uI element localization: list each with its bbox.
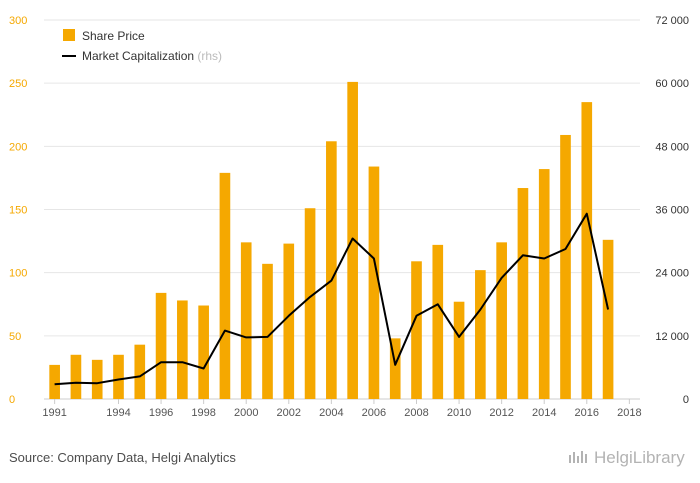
y-right-tick-label: 12 000 bbox=[655, 331, 689, 343]
legend-label-market-cap: Market Capitalization (rhs) bbox=[82, 49, 222, 63]
library-logo-icon bbox=[569, 451, 587, 463]
share-price-bar bbox=[389, 338, 401, 399]
share-price-bar bbox=[517, 188, 529, 399]
share-price-bar bbox=[326, 141, 337, 399]
y-right-tick-label: 0 bbox=[683, 394, 689, 406]
x-tick-label: 2004 bbox=[319, 407, 343, 419]
x-tick-label: 2010 bbox=[447, 407, 471, 419]
share-price-bar bbox=[581, 102, 593, 399]
logo-text: HelgiLibrary bbox=[594, 448, 685, 467]
y-right-tick-label: 48 000 bbox=[655, 141, 689, 153]
x-tick-label: 1996 bbox=[149, 407, 173, 419]
y-right-tick-label: 60 000 bbox=[655, 78, 689, 90]
x-tick-label: 2016 bbox=[575, 407, 599, 419]
share-price-bar bbox=[304, 208, 316, 399]
helgi-library-logo[interactable]: HelgiLibrary bbox=[568, 448, 685, 468]
share-price-bar bbox=[240, 242, 252, 399]
x-tick-label: 2018 bbox=[617, 407, 641, 419]
share-price-bar bbox=[560, 134, 571, 400]
legend-swatch-share-price bbox=[63, 29, 75, 41]
y-right-tick-label: 72 000 bbox=[655, 15, 689, 27]
share-price-bar bbox=[198, 305, 209, 399]
y-left-tick-label: 200 bbox=[9, 141, 27, 153]
x-tick-label: 2012 bbox=[489, 407, 513, 419]
share-price-bar bbox=[475, 270, 486, 399]
y-right-tick-label: 36 000 bbox=[655, 205, 689, 217]
share-price-bar bbox=[262, 263, 273, 399]
x-tick-label: 2014 bbox=[532, 407, 556, 419]
market-cap-line bbox=[54, 212, 610, 386]
x-tick-label: 2008 bbox=[404, 407, 428, 419]
y-left-tick-label: 100 bbox=[9, 268, 27, 280]
share-price-bar bbox=[538, 169, 550, 399]
share-price-bar bbox=[91, 359, 103, 399]
share-price-bar bbox=[368, 166, 380, 399]
x-tick-label: 2000 bbox=[234, 407, 258, 419]
share-price-bar bbox=[155, 292, 167, 399]
x-tick-label: 1991 bbox=[42, 407, 66, 419]
y-left-tick-label: 50 bbox=[9, 331, 21, 343]
legend-rhs-suffix: (rhs) bbox=[197, 49, 222, 63]
share-price-bar bbox=[70, 354, 82, 399]
share-price-bar bbox=[453, 301, 465, 399]
source-note: Source: Company Data, Helgi Analytics bbox=[9, 450, 236, 465]
y-left-tick-label: 250 bbox=[9, 78, 27, 90]
y-left-tick-label: 300 bbox=[9, 15, 27, 27]
share-price-bar bbox=[177, 300, 188, 399]
share-price-bar bbox=[219, 172, 231, 399]
share-price-bar bbox=[432, 244, 444, 399]
share-price-bar bbox=[134, 344, 146, 399]
y-left-tick-label: 150 bbox=[9, 205, 27, 217]
share-price-bar bbox=[411, 261, 422, 399]
share-price-bar bbox=[49, 364, 60, 399]
share-price-bar bbox=[113, 354, 124, 399]
y-right-tick-label: 24 000 bbox=[655, 268, 689, 280]
share-price-bar bbox=[602, 239, 614, 399]
x-tick-label: 2002 bbox=[277, 407, 301, 419]
share-price-bar bbox=[496, 242, 507, 399]
x-tick-label: 2006 bbox=[362, 407, 386, 419]
y-left-tick-label: 0 bbox=[9, 394, 15, 406]
x-tick-label: 1994 bbox=[106, 407, 130, 419]
share-price-bar bbox=[283, 243, 295, 399]
x-tick-label: 1998 bbox=[191, 407, 215, 419]
chart: 0 50 100 150 200 250 300 0 12 000 24 000 36 000 48 … bbox=[9, 15, 689, 419]
legend-label-share-price: Share Price bbox=[82, 29, 145, 43]
